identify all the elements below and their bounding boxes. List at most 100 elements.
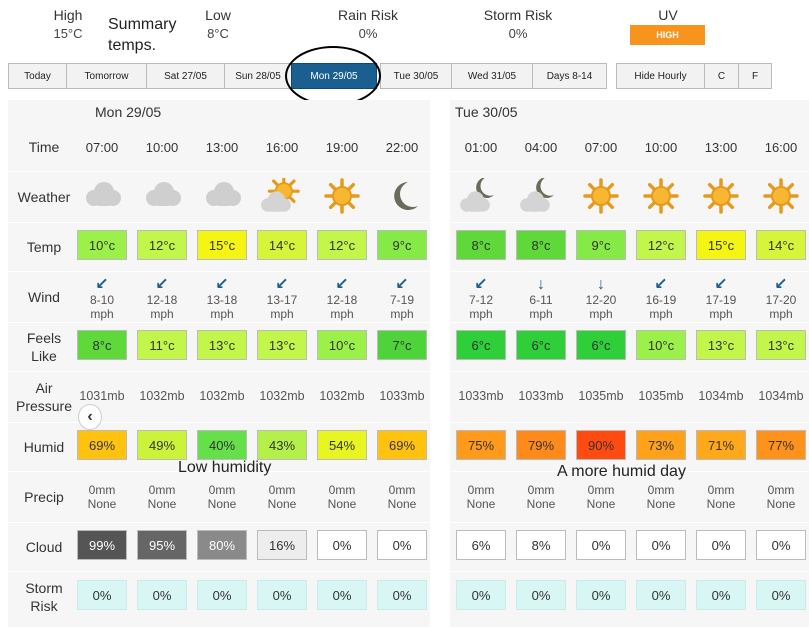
wind-arrow-icon: ↙ — [474, 276, 488, 293]
pressure-cell: 1032mb — [199, 389, 245, 403]
tab-wed-31-05[interactable]: Wed 31/05 — [451, 63, 533, 89]
tab-tomorrow[interactable]: Tomorrow — [66, 63, 147, 89]
wind-arrow-icon: ↓ — [537, 276, 545, 293]
uv-label: UV — [658, 7, 678, 23]
feels-like-cell: 13°c — [696, 330, 746, 360]
row-label-feels-line2: Like — [31, 348, 57, 364]
row-label-humid: Humid — [23, 439, 65, 455]
previous-arrow-icon[interactable]: ‹ — [78, 404, 102, 430]
temp-cell: 12°c — [636, 230, 686, 260]
precip-cell: 0mm None — [255, 483, 309, 511]
precip-cell: 0mm None — [454, 483, 508, 511]
wind-speed: 12-18 — [146, 293, 178, 307]
tab-tue-30-05[interactable]: Tue 30/05 — [380, 63, 452, 89]
pressure-cell: 1032mb — [259, 389, 305, 403]
moon-cloud-icon — [459, 177, 503, 214]
feels-like-cell: 6°c — [516, 330, 566, 360]
cloud-cell: 0% — [576, 530, 626, 560]
day-title-tue: Tue 30/05 — [455, 104, 518, 120]
option-c-button[interactable]: C — [704, 63, 739, 89]
wind-unit: mph — [210, 307, 234, 321]
precip-desc: None — [646, 497, 676, 511]
storm-risk-cell: 0% — [77, 580, 127, 610]
rain-risk-label: Rain Risk — [338, 7, 398, 23]
wind-cell: ↙ 7-19 mph — [377, 277, 427, 322]
storm-risk-cell: 0% — [257, 580, 307, 610]
feels-like-cell: 10°c — [317, 330, 367, 360]
time-cell: 07:00 — [584, 140, 618, 155]
cloud-cell: 0% — [377, 530, 427, 560]
wind-unit: mph — [529, 307, 553, 321]
temp-cell: 10°c — [77, 230, 127, 260]
row-separator — [8, 171, 809, 172]
pressure-cell: 1035mb — [638, 389, 684, 403]
feels-like-cell: 13°c — [197, 330, 247, 360]
summary-bar: High 15°C Summary temps. Low 8°C Rain Ri… — [0, 0, 809, 62]
wind-speed: 7-19 — [389, 293, 415, 307]
precip-cell: 0mm None — [135, 483, 189, 511]
humidity-cell: 69% — [77, 430, 127, 460]
humidity-cell: 77% — [756, 430, 806, 460]
time-cell: 07:00 — [85, 140, 119, 155]
precip-cell: 0mm None — [694, 483, 748, 511]
temp-cell: 9°c — [576, 230, 626, 260]
precip-desc: None — [207, 497, 237, 511]
pressure-cell: 1033mb — [518, 389, 564, 403]
row-separator — [8, 471, 809, 472]
time-cell: 22:00 — [385, 140, 419, 155]
tab-sun-28-05[interactable]: Sun 28/05 — [224, 63, 292, 89]
wind-arrow-icon: ↙ — [654, 276, 668, 293]
humidity-cell: 69% — [377, 430, 427, 460]
cloud-cell: 0% — [696, 530, 746, 560]
wind-arrow-icon: ↙ — [335, 276, 349, 293]
row-label-storm-line2: Risk — [30, 598, 58, 614]
storm-risk-value: 0% — [508, 26, 528, 41]
time-cell: 01:00 — [464, 140, 498, 155]
wind-cell: ↙ 8-10 mph — [77, 276, 127, 322]
row-label-weather: Weather — [17, 189, 71, 205]
precip-desc: None — [766, 497, 796, 511]
tab-days-8-14[interactable]: Days 8-14 — [532, 63, 607, 89]
row-separator — [8, 322, 809, 323]
wind-unit: mph — [649, 307, 673, 321]
wind-unit: mph — [589, 307, 613, 321]
precip-cell: 0mm None — [315, 483, 369, 511]
wind-speed: 13-18 — [206, 293, 238, 307]
sun-icon — [320, 178, 364, 214]
low-humidity-annotation: Low humidity — [178, 459, 272, 476]
wind-arrow-icon: ↙ — [774, 276, 788, 293]
wind-unit: mph — [90, 307, 114, 321]
wind-speed: 12-20 — [585, 293, 617, 307]
precip-amount: 0mm — [148, 483, 176, 497]
sun-icon — [699, 178, 743, 214]
pressure-cell: 1032mb — [139, 389, 185, 403]
tab-today[interactable]: Today — [8, 63, 67, 89]
humid-day-annotation: A more humid day — [557, 463, 686, 480]
wind-speed: 17-19 — [705, 293, 737, 307]
temp-cell: 8°c — [456, 230, 506, 260]
option-hide-hourly-button[interactable]: Hide Hourly — [616, 63, 705, 89]
wind-unit: mph — [709, 307, 733, 321]
wind-cell: ↙ 13-17 mph — [257, 277, 307, 322]
pressure-cell: 1032mb — [319, 389, 365, 403]
wind-cell: ↓ 12-20 mph — [576, 277, 626, 322]
wind-unit: mph — [150, 307, 174, 321]
wind-unit: mph — [469, 307, 493, 321]
pressure-cell: 1033mb — [379, 389, 425, 403]
tab-mon-29-05[interactable]: Mon 29/05 — [291, 63, 377, 89]
sun-cloud-icon — [260, 175, 304, 214]
feels-like-cell: 6°c — [456, 330, 506, 360]
cloud-cell: 0% — [756, 530, 806, 560]
wind-speed: 13-17 — [266, 293, 298, 307]
tab-sat-27-05[interactable]: Sat 27/05 — [146, 63, 225, 89]
low-label: Low — [205, 7, 231, 23]
wind-arrow-icon: ↙ — [95, 276, 109, 293]
precip-desc: None — [267, 497, 297, 511]
time-cell: 19:00 — [325, 140, 359, 155]
high-value: 15°C — [53, 26, 83, 41]
precip-amount: 0mm — [647, 483, 675, 497]
humidity-cell: 75% — [456, 430, 506, 460]
wind-cell: ↙ 17-19 mph — [696, 277, 746, 322]
option-f-button[interactable]: F — [738, 63, 772, 89]
cloud-icon — [80, 178, 124, 214]
